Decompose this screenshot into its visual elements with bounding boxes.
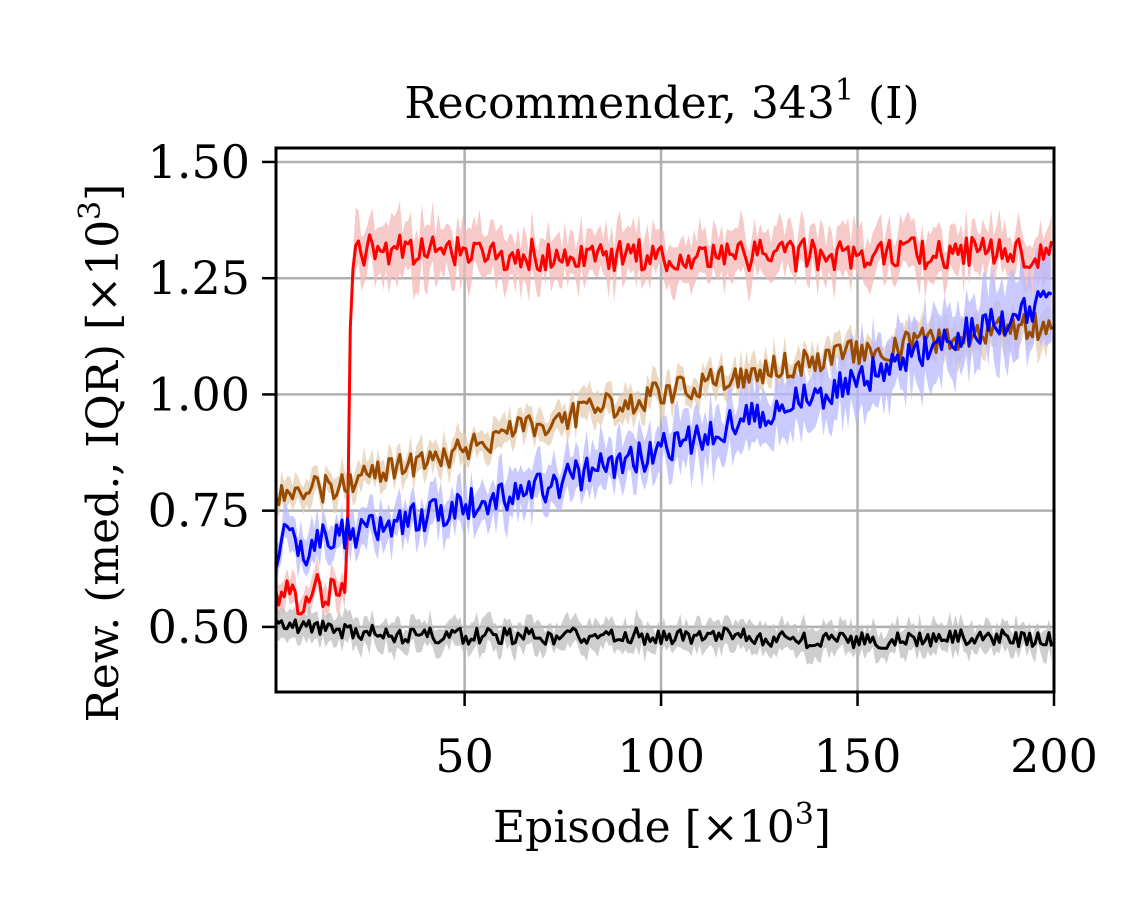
y-tick-label-1: 0.75 [148, 484, 250, 538]
y-axis-title: Rew. (med., IQR) [×103] [73, 184, 129, 723]
y-axis-title-exponent: 3 [73, 201, 108, 220]
iqr-band-blue [276, 244, 1052, 590]
x-tick-label-3: 200 [1010, 729, 1098, 783]
x-tick-label-0: 50 [435, 729, 494, 783]
chart-title-superscript: 1 [835, 73, 854, 108]
axis-ticks: 50 100 150 200 0.50 0.75 1.00 1.25 1.50 [148, 135, 1098, 783]
median-lines [276, 233, 1054, 650]
y-tick-label-0: 0.50 [148, 600, 250, 654]
x-axis-title-exponent: 3 [795, 797, 814, 832]
x-tick-label-1: 100 [617, 729, 705, 783]
plot-frame [274, 146, 1056, 694]
chart-title: Recommender, 3431 (I) [404, 73, 919, 129]
y-tick-label-2: 1.00 [148, 367, 250, 421]
x-axis-title: Episode [×103] [493, 797, 831, 853]
series-line-black [276, 618, 1054, 650]
series-line-brown [276, 311, 1054, 507]
y-tick-label-4: 1.50 [148, 135, 250, 189]
x-tick-label-2: 150 [814, 729, 902, 783]
series-line-red [276, 233, 1054, 616]
series-line-blue [276, 289, 1053, 569]
y-tick-label-3: 1.25 [148, 251, 250, 305]
